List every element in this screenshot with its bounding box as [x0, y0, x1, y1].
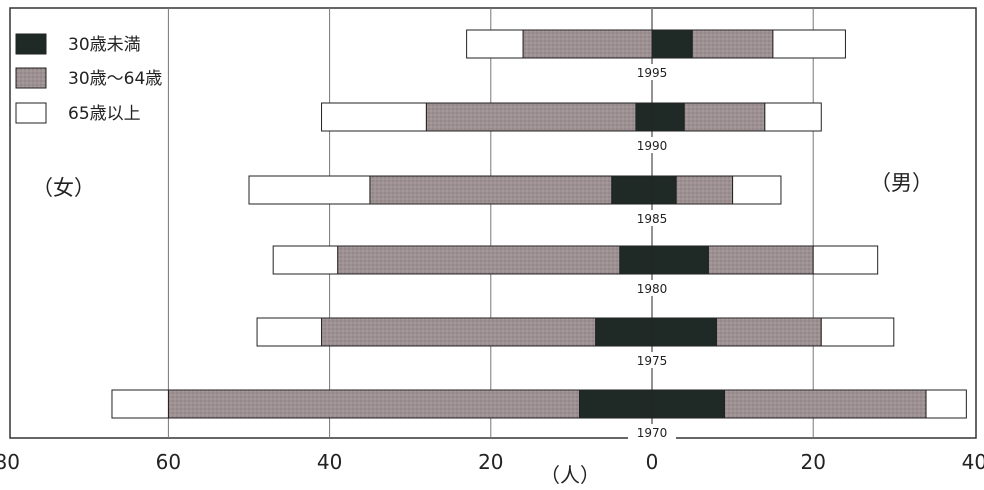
- x-tick-label: 20: [478, 450, 503, 474]
- bar-male-65plus-1980: [812, 245, 879, 275]
- bar-male-65plus-1975: [820, 317, 895, 347]
- legend-swatch-30to64: [15, 67, 47, 89]
- year-label-bg: [628, 137, 676, 153]
- plot-frame: [9, 7, 977, 439]
- bar-female-65plus-1995: [466, 29, 524, 59]
- bar-male-30to64-1980: [707, 245, 814, 275]
- bar-female-under30-1990: [635, 102, 653, 132]
- bar-female-under30-1975: [595, 317, 653, 347]
- year-label-1995: 1995: [637, 66, 668, 80]
- bar-female-30to64-1985: [369, 175, 613, 205]
- bar-male-65plus-1990: [764, 102, 822, 132]
- female-side-label: （女）: [32, 176, 95, 200]
- bar-female-30to64-1995: [522, 29, 653, 59]
- bar-female-under30-1980: [619, 245, 653, 275]
- bar-male-under30-1980: [651, 245, 709, 275]
- x-tick-label: 0: [646, 450, 659, 474]
- bar-female-65plus-1985: [248, 175, 371, 205]
- bar-male-30to64-1990: [683, 102, 766, 132]
- bar-male-under30-1970: [651, 389, 726, 419]
- legend: 30歳未満 30歳〜64歳 65歳以上: [15, 33, 162, 124]
- bar-female-65plus-1980: [272, 245, 339, 275]
- x-axis-label: （人）: [540, 463, 600, 487]
- bar-female-30to64-1990: [425, 102, 637, 132]
- bar-male-30to64-1970: [724, 389, 927, 419]
- bar-male-under30-1985: [651, 175, 677, 205]
- bar-male-65plus-1995: [772, 29, 846, 59]
- year-label-bg: [628, 64, 676, 80]
- year-label-1980: 1980: [637, 282, 668, 296]
- bar-female-65plus-1970: [111, 389, 169, 419]
- x-tick-label: 60: [156, 450, 181, 474]
- legend-label-under30: 30歳未満: [68, 35, 141, 55]
- bar-female-30to64-1980: [337, 245, 621, 275]
- bar-male-under30-1975: [651, 317, 717, 347]
- bar-female-under30-1970: [578, 389, 653, 419]
- bar-female-65plus-1990: [321, 102, 427, 132]
- male-side-label: （男）: [870, 171, 933, 195]
- bar-male-under30-1990: [651, 102, 685, 132]
- legend-label-30to64: 30歳〜64歳: [68, 69, 162, 89]
- year-label-bg: [628, 352, 676, 368]
- x-tick-label: 40: [317, 450, 342, 474]
- bar-female-under30-1985: [611, 175, 653, 205]
- year-label-bg: [628, 210, 676, 226]
- legend-swatch-under30: [15, 33, 47, 55]
- year-label-bg: [628, 280, 676, 296]
- year-label-1970: 1970: [637, 426, 668, 440]
- bar-female-30to64-1970: [167, 389, 580, 419]
- bar-male-65plus-1985: [732, 175, 782, 205]
- bar-male-30to64-1995: [691, 29, 774, 59]
- x-tick-label: 20: [800, 450, 825, 474]
- x-tick-label: 80: [0, 450, 20, 474]
- bar-female-30to64-1975: [321, 317, 597, 347]
- year-label-bg: [628, 424, 676, 440]
- year-label-1985: 1985: [637, 212, 668, 226]
- bars: [111, 29, 967, 419]
- x-tick-label: 40: [962, 450, 984, 474]
- year-label-1990: 1990: [637, 139, 668, 153]
- legend-swatch-65plus: [15, 102, 47, 124]
- bar-male-65plus-1970: [925, 389, 967, 419]
- bar-male-under30-1995: [651, 29, 693, 59]
- year-labels: 1995 1990 1985 1980 1975 1970: [628, 64, 676, 440]
- legend-label-65plus: 65歳以上: [68, 104, 141, 124]
- x-axis-ticks: 80 60 40 20 0 20 40: [0, 450, 984, 474]
- year-label-1975: 1975: [637, 354, 668, 368]
- bar-male-30to64-1975: [715, 317, 822, 347]
- bar-male-30to64-1985: [675, 175, 734, 205]
- bar-female-65plus-1975: [256, 317, 323, 347]
